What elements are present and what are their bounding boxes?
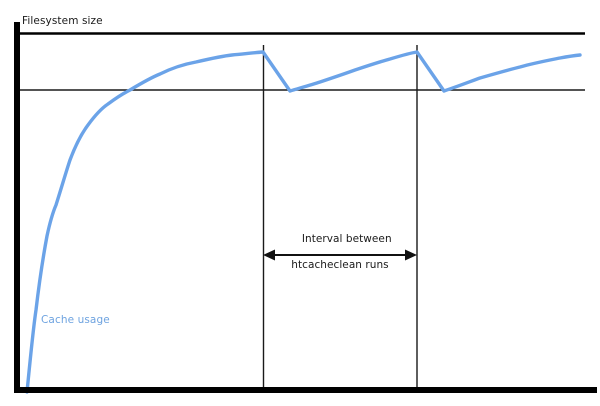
interval-arrow-head-left xyxy=(263,249,275,261)
interval-arrow xyxy=(263,249,417,261)
interval-annotation-line-1: Interval between xyxy=(301,233,392,246)
interval-annotation-line-2: htcacheclean runs xyxy=(291,259,389,272)
interval-annotation-label: Interval between htcacheclean runs xyxy=(263,220,417,299)
cache-usage-label: Cache usage xyxy=(41,314,110,326)
cache-usage-curve xyxy=(25,50,582,394)
interval-arrow-head-right xyxy=(405,249,417,261)
filesystem-size-label: Filesystem size xyxy=(22,15,103,27)
